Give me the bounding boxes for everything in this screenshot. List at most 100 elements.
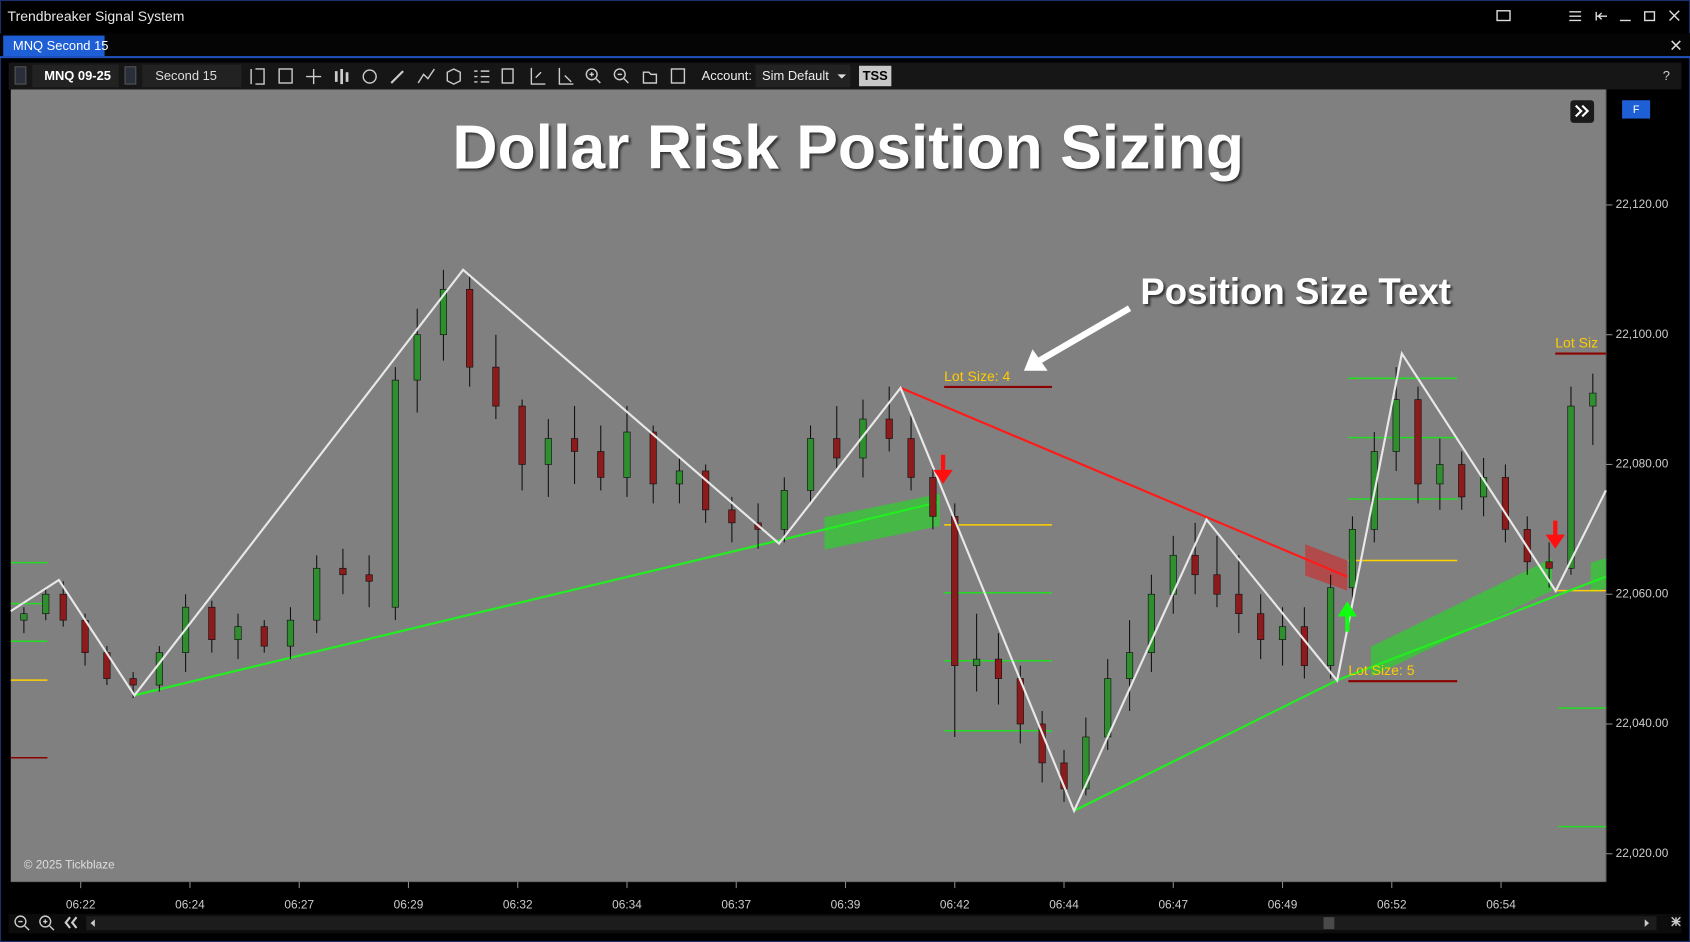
x-tick-label: 06:29 [394,897,424,911]
sell-arrow [933,469,953,484]
f-button[interactable] [1622,100,1651,119]
account-box[interactable] [755,64,851,88]
candle-body [1278,626,1287,640]
x-tick-label: 06:42 [940,897,970,911]
symbol-box[interactable] [32,64,119,88]
scroll-thumb[interactable] [1323,917,1335,930]
x-tick-label: 06:47 [1158,897,1188,911]
x-tick-label: 06:22 [66,897,96,911]
close-button[interactable] [1669,10,1680,21]
resize[interactable] [1671,916,1681,927]
candle-body [1126,652,1134,679]
tool-icon[interactable] [417,68,435,84]
timeframe-box[interactable] [142,64,242,88]
tool-icon[interactable] [617,73,629,84]
candle-body [260,626,268,647]
scroll-track[interactable] [86,916,1657,931]
expand-button[interactable] [1570,100,1595,123]
candle-body [1458,464,1466,498]
tool-icon[interactable] [390,70,404,84]
tool-icon[interactable] [334,68,349,85]
tool-icon[interactable] [670,68,686,84]
candle-body [1567,405,1575,569]
tool-icon[interactable] [250,68,265,85]
candle-body [1213,574,1221,595]
zoom-in[interactable] [43,919,55,931]
chart-title: Dollar Risk Position Sizing [452,112,1244,182]
timeframe[interactable]: Second 15 [155,68,217,83]
y-tick-label: 22,100.00 [1616,327,1669,341]
candle-body [518,405,526,465]
menu-button[interactable] [1569,11,1582,22]
x-tick-label: 06:44 [1049,897,1079,911]
scroll-right[interactable] [1644,919,1650,927]
timeframe-color[interactable] [124,66,137,85]
dock-button[interactable] [1595,11,1608,21]
candle-body [1257,613,1265,640]
scroll-controls[interactable] [14,915,1681,931]
candle-body [597,451,605,478]
maximize-button[interactable] [1644,11,1656,22]
candle-body [234,626,242,640]
tool-icon[interactable] [446,68,461,85]
tool-icon[interactable] [530,67,546,85]
candle-body [1104,678,1112,738]
candle-body [1348,529,1357,589]
indicator-button[interactable] [859,65,892,87]
candle-body [994,658,1003,679]
tab-label[interactable]: MNQ Second 15 [13,38,109,53]
account-dropdown[interactable] [837,74,847,79]
f-button-label[interactable]: F [1633,104,1640,116]
layout-button[interactable] [1496,10,1511,22]
candle-body [806,438,815,491]
annotation-arrowhead [1023,349,1048,371]
tool-icon[interactable] [558,67,574,85]
x-tick-label: 06:52 [1377,897,1407,911]
expand-icon[interactable] [1574,104,1590,118]
zigzag-layer [10,268,1607,814]
tool-icon[interactable] [589,72,601,84]
candle-body [339,567,347,576]
candle-body [20,613,28,621]
candle-body [1480,477,1488,498]
tool-icon[interactable] [501,68,514,84]
candle-body [1436,464,1444,485]
levels [10,352,1606,828]
tab-close[interactable] [1671,40,1681,51]
toolbar-icons[interactable] [250,67,686,85]
window-controls[interactable] [1496,10,1680,22]
account[interactable]: Sim Default [762,68,829,83]
tool-icon[interactable] [306,68,322,85]
candle-body [907,438,915,478]
candle-body [1501,477,1509,530]
candle-body [155,652,163,686]
candle-body [439,288,447,336]
tool-icon[interactable] [278,68,293,84]
y-tick-label: 22,040.00 [1616,716,1669,730]
help[interactable]: ? [1663,68,1670,83]
candle-body [59,593,67,621]
candle-body [492,366,500,407]
x-tick-label: 06:54 [1486,897,1516,911]
lot-size-label: Lot Siz [1555,335,1598,351]
symbol-color[interactable] [14,66,27,85]
tool-icon[interactable] [362,69,377,84]
lot-size-label: Lot Size: 4 [944,368,1010,384]
symbol[interactable]: MNQ 09-25 [44,68,111,83]
zoom-out[interactable] [18,920,30,931]
tool-icon[interactable] [642,71,658,84]
scroll-start[interactable] [64,916,78,929]
candle-body [973,658,981,666]
candle-body [42,593,50,615]
time-axis [10,881,1682,914]
scroll-left[interactable] [90,919,95,927]
x-tick-label: 06:32 [503,897,533,911]
x-tick-label: 06:39 [831,897,861,911]
tab[interactable] [3,35,105,58]
tool-icon[interactable] [474,70,490,83]
indicator-label[interactable]: TSS [863,68,889,83]
x-tick-label: 06:37 [721,897,751,911]
